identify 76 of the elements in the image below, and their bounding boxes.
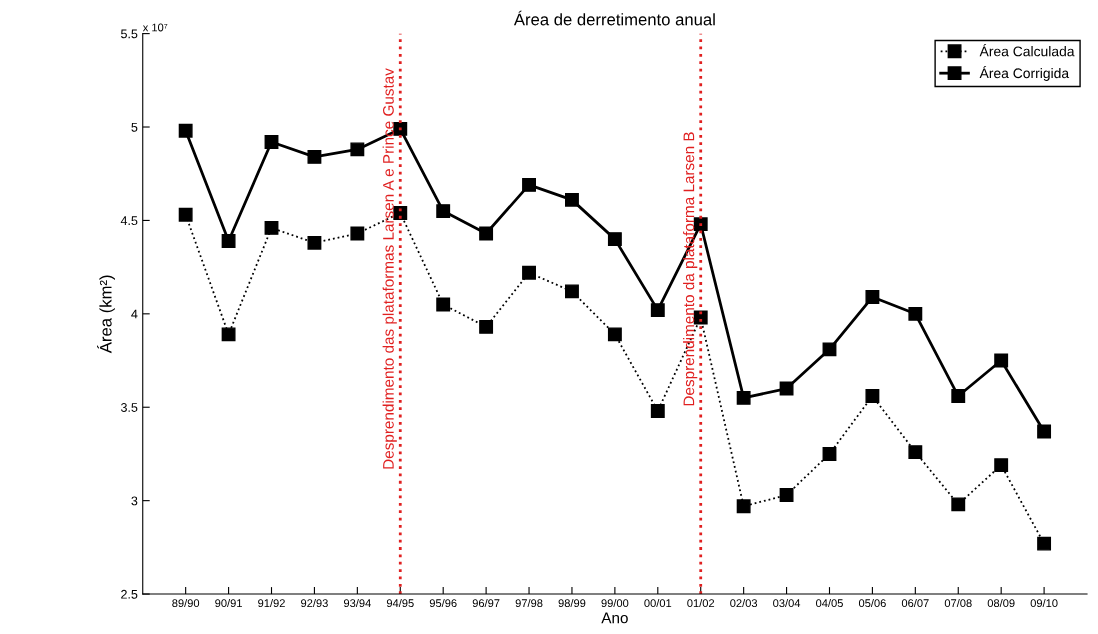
y-tick-label: 4.5 xyxy=(120,216,138,226)
x-tick-label: 07/08 xyxy=(944,598,972,608)
point xyxy=(736,499,751,514)
x-tick-label: 01/02 xyxy=(687,598,715,608)
x-tick-label: 00/01 xyxy=(644,598,672,608)
point xyxy=(650,404,665,418)
point xyxy=(994,353,1009,368)
ref-line-label: Desprendimento das plataformas Larsen A e Prince Gustav xyxy=(382,68,397,469)
point xyxy=(908,306,923,321)
point xyxy=(607,327,622,342)
point xyxy=(865,290,880,304)
point xyxy=(736,390,751,405)
point xyxy=(221,234,236,248)
point xyxy=(307,149,322,164)
x-tick-label: 95/96 xyxy=(429,598,457,608)
point xyxy=(779,381,794,396)
point xyxy=(178,123,193,138)
point xyxy=(650,303,665,318)
x-tick-label: 08/09 xyxy=(987,598,1015,608)
point xyxy=(1037,424,1052,439)
point xyxy=(479,226,494,241)
x-tick-label: 93/94 xyxy=(343,598,371,608)
point xyxy=(908,445,923,460)
x-tick-label: 09/10 xyxy=(1030,598,1058,608)
point xyxy=(350,226,365,241)
point xyxy=(565,192,579,207)
y-tick-label: 2.5 xyxy=(121,589,138,599)
y-tick-label: 3.5 xyxy=(120,403,138,412)
y-axis-title: Área (km²) xyxy=(97,275,115,354)
point xyxy=(822,342,837,357)
y-tick-label: 3 xyxy=(131,496,138,506)
x-tick-label: 05/06 xyxy=(858,598,886,608)
point xyxy=(951,389,966,403)
x-tick-label: 97/98 xyxy=(515,598,543,608)
point xyxy=(307,235,322,250)
x-tick-label: 04/05 xyxy=(816,598,843,608)
point xyxy=(607,232,622,247)
point xyxy=(1037,536,1052,551)
x-axis-title: Ano xyxy=(601,612,628,624)
point xyxy=(522,177,536,192)
point xyxy=(264,135,279,149)
x-tick-label: 02/03 xyxy=(730,598,758,608)
x-tick-label: 89/90 xyxy=(172,598,200,608)
x-tick-label: 06/07 xyxy=(901,598,929,608)
x-tick-label: 03/04 xyxy=(773,598,801,608)
x-tick-label: 90/91 xyxy=(215,598,242,608)
y-tick-label: 5.5 xyxy=(121,29,138,39)
point xyxy=(436,297,451,312)
point xyxy=(865,389,880,403)
point xyxy=(565,284,579,299)
ref-line-label: Desprendimento da plataforma Larsen B xyxy=(683,132,698,406)
point xyxy=(479,319,494,334)
x-tick-label: 96/97 xyxy=(472,598,500,608)
point xyxy=(264,220,279,235)
point xyxy=(178,207,193,222)
point xyxy=(393,206,408,220)
y-tick-label: 4 xyxy=(131,309,138,319)
text: x 10⁷ xyxy=(142,23,168,32)
legend-label: Área Calculada xyxy=(979,44,1075,57)
point xyxy=(994,458,1009,473)
x-tick-label: 94/95 xyxy=(386,598,414,608)
point xyxy=(951,497,966,512)
point xyxy=(779,488,794,502)
point xyxy=(221,327,236,342)
point xyxy=(436,204,451,219)
chart-title: Área de derretimento anual xyxy=(513,10,715,26)
x-tick-label: 91/92 xyxy=(258,598,285,608)
y-tick-label: 5 xyxy=(131,122,138,132)
x-tick-label: 92/93 xyxy=(301,598,328,608)
point xyxy=(350,142,365,157)
x-tick-label: 99/00 xyxy=(601,598,629,608)
x-tick-label: 98/99 xyxy=(558,598,586,608)
point xyxy=(393,121,408,136)
point xyxy=(522,265,536,280)
legend-label: Área Corrigida xyxy=(979,65,1070,81)
point xyxy=(822,446,837,461)
